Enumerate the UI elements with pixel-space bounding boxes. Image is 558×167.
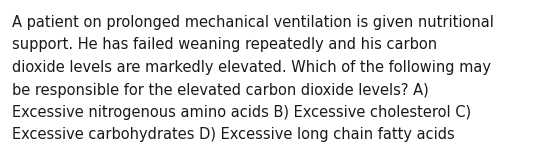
- Text: be responsible for the elevated carbon dioxide levels? A): be responsible for the elevated carbon d…: [12, 82, 429, 98]
- Text: Excessive nitrogenous amino acids B) Excessive cholesterol C): Excessive nitrogenous amino acids B) Exc…: [12, 105, 471, 120]
- Text: dioxide levels are markedly elevated. Which of the following may: dioxide levels are markedly elevated. Wh…: [12, 60, 491, 75]
- Text: Excessive carbohydrates D) Excessive long chain fatty acids: Excessive carbohydrates D) Excessive lon…: [12, 127, 455, 142]
- Text: A patient on prolonged mechanical ventilation is given nutritional: A patient on prolonged mechanical ventil…: [12, 15, 494, 30]
- Text: support. He has failed weaning repeatedly and his carbon: support. He has failed weaning repeatedl…: [12, 38, 437, 52]
